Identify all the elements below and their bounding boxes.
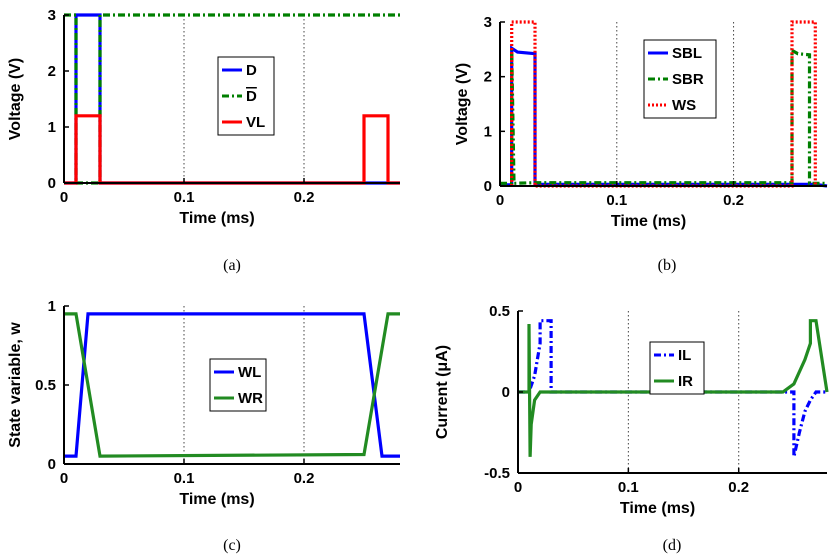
- y-tick-label: 3: [48, 7, 56, 24]
- chart-panel-3: 0 0.1 0.2 0 0.5 1 Time (ms) State variable, w (c…: [7, 298, 400, 554]
- series-line-1: [64, 312, 400, 458]
- x-axis-label: Time (ms): [620, 500, 695, 517]
- x-tick-label: 0.2: [294, 189, 315, 206]
- x-axis-label: Time (ms): [179, 491, 254, 508]
- y-tick-label: 1: [484, 123, 492, 140]
- legend-label: WR: [238, 390, 263, 407]
- y-tick-label: 0.5: [489, 303, 510, 320]
- x-tick-label: 0.1: [174, 189, 195, 206]
- series-line-2: [518, 319, 829, 457]
- chart-panel-2: 0 0.1 0.2 0 1 2 3 Time (ms) Voltage (V) (b) SBL SBR…: [454, 14, 828, 274]
- y-axis-label: State variable, w: [7, 322, 24, 448]
- x-tick-label: 0.2: [728, 479, 749, 496]
- x-tick-label: 0.1: [618, 479, 639, 496]
- x-tick-label: 0: [514, 479, 522, 496]
- y-tick-label: 3: [484, 14, 492, 31]
- panel-caption: (d): [663, 537, 682, 554]
- legend: IL IR: [649, 341, 705, 395]
- y-axis-label: Voltage (V): [454, 63, 471, 145]
- panel-caption: (a): [223, 257, 241, 274]
- legend: SBL SBR WS: [643, 39, 717, 119]
- legend-label: IR: [678, 373, 693, 390]
- y-tick-label: 0: [48, 175, 56, 192]
- legend-label: SBR: [672, 71, 704, 88]
- legend-label: D: [246, 62, 257, 79]
- legend-label: SBL: [672, 45, 702, 62]
- legend-label: WL: [238, 364, 261, 381]
- x-tick-label: 0: [60, 189, 68, 206]
- chart-panel-1: 0 0.1 0.2 0 1 2 3 Time (ms) Voltage (V) (a) DD VL: [7, 7, 400, 274]
- y-tick-label: 1: [48, 298, 56, 315]
- legend-box: [209, 358, 267, 412]
- panel-caption: (b): [658, 257, 677, 274]
- x-tick-label: 0.1: [174, 470, 195, 487]
- y-tick-label: 0: [484, 178, 492, 195]
- y-tick-label: -0.5: [484, 465, 510, 482]
- legend-label: IL: [678, 347, 691, 364]
- y-tick-label: 0.5: [35, 377, 56, 394]
- y-tick-label: 1: [48, 119, 56, 136]
- y-axis-label: Voltage (V): [7, 58, 24, 140]
- legend: WL WR: [209, 358, 267, 412]
- legend-label: VL: [246, 114, 265, 131]
- panel-caption: (c): [223, 537, 241, 554]
- x-tick-label: 0: [60, 470, 68, 487]
- legend-box: [649, 341, 705, 395]
- x-tick-label: 0.2: [723, 192, 744, 209]
- series-line-2: [64, 312, 400, 458]
- y-tick-label: 0: [48, 456, 56, 473]
- x-tick-label: 0.2: [294, 470, 315, 487]
- y-tick-label: 2: [48, 63, 56, 80]
- legend-label: WS: [672, 97, 696, 114]
- y-tick-label: 2: [484, 69, 492, 86]
- x-axis-label: Time (ms): [179, 210, 254, 227]
- legend-label: D: [246, 88, 257, 105]
- x-axis-label: Time (ms): [611, 213, 686, 230]
- legend: DD VL: [217, 56, 275, 136]
- x-tick-label: 0: [496, 192, 504, 209]
- y-axis-label: Current (μA): [434, 345, 451, 439]
- x-tick-label: 0.1: [606, 192, 627, 209]
- y-tick-label: 0: [502, 384, 510, 401]
